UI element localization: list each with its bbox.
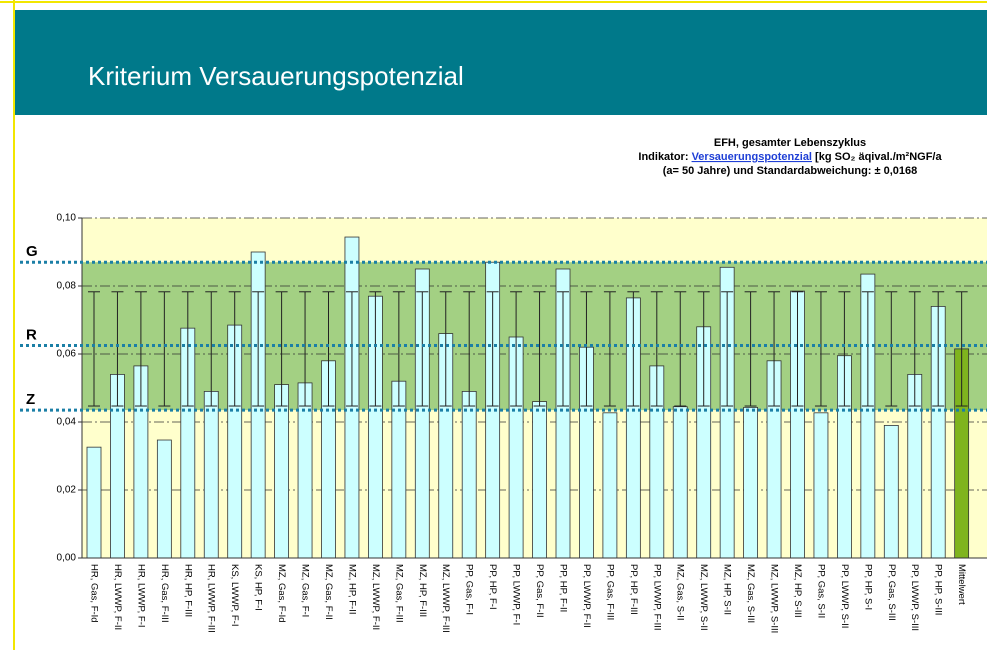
bar [391, 380, 407, 559]
y-tick-label: 0,06 [57, 349, 77, 360]
subtitle-text: Indikator: [638, 151, 691, 163]
bar [532, 401, 547, 559]
x-tick-label: PP, Gas, S-III [886, 564, 897, 621]
bar [883, 424, 899, 559]
x-tick-label: MZ, HP, S-II [722, 564, 733, 615]
bar [156, 439, 172, 559]
x-tick-label: KS, LWWP, F-I [229, 564, 240, 626]
x-tick-label: MZ, HP, S-III [792, 564, 803, 618]
x-tick-label: PP, HP, F-II [557, 564, 568, 612]
x-tick-label: PP, Gas, F-III [604, 564, 615, 620]
bar [743, 406, 758, 559]
x-tick-label: HR, Gas, F-III [159, 564, 170, 623]
x-tick-label: PP, HP, F-III [628, 564, 639, 615]
x-tick-label: PP, Gas, F-I [464, 564, 475, 615]
x-tick-label: PP, HP, F-I [487, 564, 498, 610]
subtitle: Indikator: Versauerungspotenzial [kg SO₂… [638, 151, 942, 163]
x-tick-label: PP, Gas, F-II [534, 564, 545, 618]
x-tick-label: MZ, HP, F-II [346, 564, 357, 615]
y-tick-label: 0,02 [57, 485, 77, 496]
x-tick-label: Mittelwert [956, 564, 967, 605]
y-tick-label: 0,04 [57, 417, 77, 428]
x-tick-label: PP, HP, S-III [933, 564, 944, 615]
x-tick-label: MZ, Gas, S-III [745, 564, 756, 623]
slide-title: Kriterium Versauerungspotenzial [88, 61, 464, 91]
y-tick-label: 0,10 [57, 213, 77, 224]
x-tick-label: HR, LWWP, F-I [135, 564, 146, 628]
x-tick-label: KS, HP, F-I [253, 564, 264, 611]
x-tick-label: PP, LWWP, S-III [909, 564, 920, 631]
x-tick-label: HR, LWWP, F-II [112, 564, 123, 630]
bar [672, 406, 688, 559]
subtitle: (a= 50 Jahre) und Standardabweichung: ± … [663, 165, 918, 177]
x-tick-label: MZ, Gas, F-III [393, 564, 404, 623]
x-tick-label: HR, LWWP, F-III [206, 564, 217, 633]
x-tick-label: PP, LWWP, F-III [651, 564, 662, 631]
x-tick-label: MZ, Gas, S-II [675, 564, 686, 620]
bar [461, 390, 477, 559]
x-tick-label: MZ, LWWP, F-II [370, 564, 381, 630]
x-tick-label: PP, LWWP, F-II [581, 564, 592, 628]
x-tick-label: PP, LWWP, F-I [511, 564, 522, 625]
x-tick-label: PP, HP, S-I [862, 564, 873, 610]
y-tick-label: 0,00 [57, 553, 77, 564]
subtitle: EFH, gesamter Lebenszyklus [714, 137, 866, 149]
x-tick-label: MZ, Gas, F-Id [276, 564, 287, 623]
x-tick-label: MZ, LWWP, S-II [698, 564, 709, 631]
header [15, 10, 987, 115]
x-tick-label: HR, Gas, F-Id [88, 564, 99, 623]
x-tick-label: MZ, Gas, F-II [323, 564, 334, 620]
bar [86, 446, 102, 559]
x-tick-label: MZ, Gas, F-I [300, 564, 311, 617]
indicator-link[interactable]: Versauerungspotenzial [692, 151, 812, 163]
x-tick-label: HR, HP, F-III [182, 564, 193, 617]
x-tick-label: MZ, LWWP, F-III [440, 564, 451, 633]
subtitle-text: [kg SO₂ äqival./m²NGF/a [812, 151, 942, 163]
reference-label: G [26, 243, 38, 260]
reference-label: Z [26, 391, 35, 408]
bar [602, 412, 618, 559]
y-tick-label: 0,08 [57, 281, 77, 292]
bar [813, 412, 829, 559]
x-tick-label: PP, Gas, S-II [815, 564, 826, 618]
x-tick-label: MZ, HP, F-III [417, 564, 428, 617]
x-tick-label: PP, LWWP, S-II [839, 564, 850, 628]
reference-label: R [26, 326, 37, 343]
bar [203, 390, 219, 559]
x-tick-label: MZ, LWWP, S-III [769, 564, 780, 633]
